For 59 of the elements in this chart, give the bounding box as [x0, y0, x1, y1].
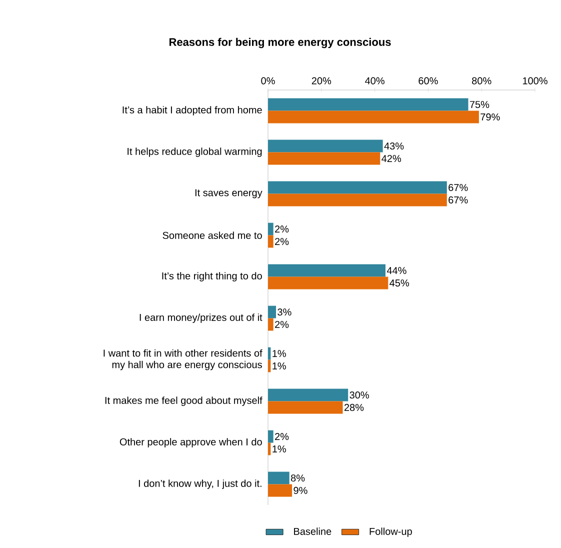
- bar: [268, 181, 447, 194]
- data-label: 2%: [275, 433, 289, 440]
- bar: [268, 110, 479, 124]
- data-label: 1%: [272, 362, 286, 370]
- legend-label: Follow-up: [370, 528, 412, 537]
- bar: [268, 442, 271, 456]
- bar: [268, 401, 343, 414]
- x-tick-label: 60%: [418, 77, 438, 84]
- bar: [268, 235, 274, 248]
- x-tick-label: 100%: [522, 77, 548, 84]
- legend-label: Baseline: [294, 528, 332, 535]
- data-label: 75%: [470, 101, 490, 108]
- y-tick-label: It’s the right thing to do: [162, 272, 262, 282]
- bar: [268, 222, 274, 236]
- x-tick-label: 80%: [472, 77, 492, 84]
- data-label: 43%: [384, 142, 404, 150]
- data-label: 45%: [390, 279, 410, 286]
- bar: [268, 264, 386, 277]
- y-tick-label: It helps reduce global warming: [128, 148, 262, 157]
- data-label: 3%: [278, 308, 292, 316]
- bar: [268, 140, 383, 152]
- y-tick-label: It saves energy: [195, 189, 262, 198]
- data-label: 42%: [382, 154, 401, 162]
- bar: [268, 276, 388, 290]
- data-label: 28%: [344, 404, 364, 412]
- bar: [268, 306, 276, 318]
- y-tick-label: I earn money/prizes out of it: [140, 314, 262, 323]
- bar: [268, 484, 292, 497]
- bar: [268, 98, 468, 111]
- data-label: 44%: [386, 267, 406, 274]
- data-label: 30%: [350, 391, 369, 399]
- data-label: 67%: [448, 196, 468, 204]
- x-tick-label: 40%: [365, 77, 384, 84]
- bar: [268, 472, 290, 484]
- y-tick-label: It makes me feel good about myself: [105, 396, 262, 406]
- y-tick-label: I don’t know why, I just do it.: [138, 480, 262, 489]
- data-label: 1%: [272, 445, 286, 452]
- bar: [268, 360, 271, 372]
- x-tick-label: 0%: [261, 77, 275, 84]
- bar: [268, 388, 348, 402]
- bar: [268, 152, 380, 165]
- y-tick-label: I want to fit in with other residents of my hall who are energy conscious: [104, 349, 262, 370]
- data-label: 8%: [290, 474, 305, 482]
- y-tick-label: Other people approve when I do: [120, 438, 262, 448]
- bar: [268, 347, 271, 360]
- data-label: 2%: [275, 226, 289, 233]
- y-tick-label: Someone asked me to: [162, 232, 262, 239]
- data-label: 1%: [272, 350, 286, 358]
- data-label: 67%: [448, 184, 468, 192]
- data-label: 79%: [480, 113, 500, 121]
- data-label: 2%: [275, 238, 289, 245]
- bar: [268, 318, 274, 331]
- chart-title: Reasons for being more energy conscious: [169, 38, 391, 48]
- data-label: 9%: [294, 486, 308, 494]
- data-label: 2%: [275, 320, 289, 328]
- y-tick-label: It’s a habit I adopted from home: [122, 106, 262, 116]
- x-tick-label: 20%: [312, 77, 332, 84]
- bar: [268, 430, 274, 443]
- bar: [268, 194, 447, 206]
